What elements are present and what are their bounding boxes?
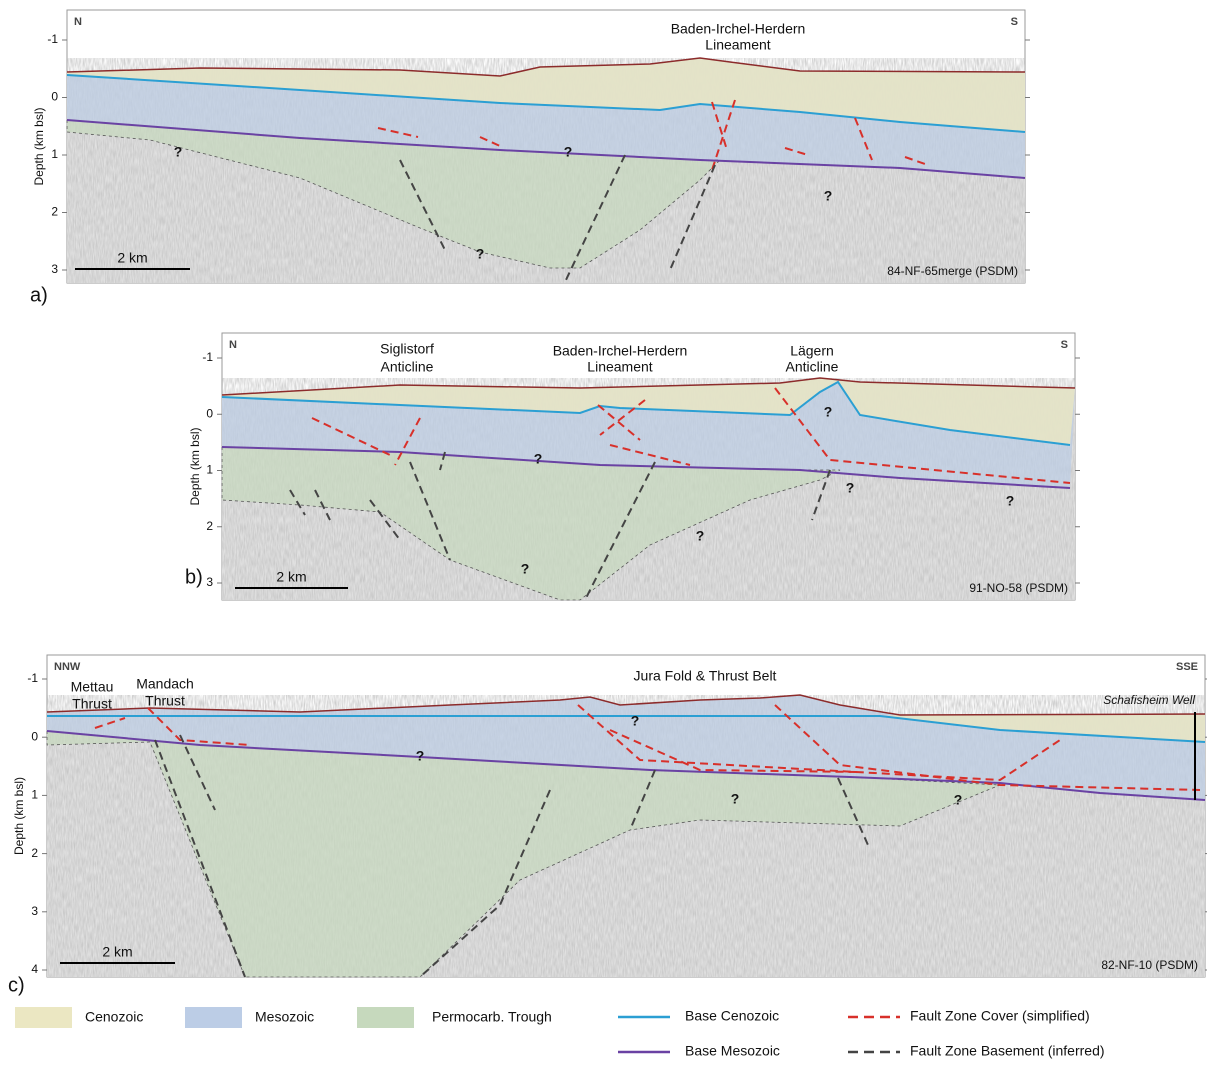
- y-tick-label: 2: [206, 519, 213, 533]
- y-tick-label: -1: [47, 32, 58, 46]
- legend-swatch: [15, 1007, 72, 1028]
- annotation: Mettau: [71, 679, 114, 695]
- unknown-marker: ?: [954, 792, 963, 808]
- legend-label: Cenozoic: [85, 1009, 143, 1025]
- legend-label: Permocarb. Trough: [432, 1009, 552, 1025]
- orientation-left: NNW: [54, 661, 81, 673]
- unknown-marker: ?: [174, 144, 183, 160]
- legend-label: Fault Zone Cover (simplified): [910, 1008, 1090, 1024]
- unknown-marker: ?: [696, 528, 705, 544]
- annotation: Anticline: [381, 359, 434, 375]
- y-tick-label: -1: [27, 671, 38, 685]
- seismic-panel: -1 0 1 2 3 Depth (km bsl) N S Siglistorf Anticlin…: [185, 333, 1080, 600]
- panel-label: b): [185, 566, 203, 588]
- y-axis-title: Depth (km bsl): [32, 107, 46, 185]
- annotation: Lineament: [587, 359, 652, 375]
- profile-name: 91-NO-58 (PSDM): [969, 581, 1068, 595]
- profile-name: 84-NF-65merge (PSDM): [887, 264, 1018, 278]
- seismic-panel: -1 0 1 2 3 Depth (km bsl) N S Baden-Irchel-Herde…: [30, 10, 1030, 306]
- orientation-right: S: [1011, 16, 1018, 28]
- y-tick-label: 2: [51, 205, 58, 219]
- y-tick-label: 0: [31, 729, 38, 743]
- y-tick-label: -1: [202, 350, 213, 364]
- y-tick-label: 0: [51, 90, 58, 104]
- legend: Cenozoic Mesozoic Permocarb. Trough Base Ce…: [15, 1007, 1105, 1059]
- figure: -1 0 1 2 3 Depth (km bsl) N S Baden-Irchel-Herde…: [0, 0, 1207, 1064]
- orientation-left: N: [74, 16, 82, 28]
- legend-label: Fault Zone Basement (inferred): [910, 1043, 1105, 1059]
- panel-label: a): [30, 284, 48, 306]
- unknown-marker: ?: [476, 246, 485, 262]
- unknown-marker: ?: [1006, 493, 1015, 509]
- scale-bar-label: 2 km: [117, 250, 147, 266]
- y-axis-title: Depth (km bsl): [188, 427, 202, 505]
- y-tick-label: 3: [206, 575, 213, 589]
- unknown-marker: ?: [731, 791, 740, 807]
- legend-label: Mesozoic: [255, 1009, 314, 1025]
- y-tick-label: 1: [206, 463, 213, 477]
- annotation: Lineament: [705, 37, 770, 53]
- legend-swatch: [185, 1007, 242, 1028]
- annotation: Lägern: [790, 343, 834, 359]
- y-tick-label: 0: [206, 406, 213, 420]
- y-tick-label: 3: [51, 262, 58, 276]
- unknown-marker: ?: [564, 144, 573, 160]
- orientation-right: SSE: [1176, 661, 1198, 673]
- annotation: Schafisheim Well: [1103, 693, 1195, 707]
- profile-name: 82-NF-10 (PSDM): [1101, 958, 1198, 972]
- scale-bar-label: 2 km: [276, 569, 306, 585]
- panel-label: c): [8, 974, 25, 996]
- annotation: Siglistorf: [380, 341, 434, 357]
- annotation: Thrust: [145, 693, 185, 709]
- annotation: Thrust: [72, 696, 112, 712]
- annotation: Mandach: [136, 676, 194, 692]
- y-tick-label: 3: [31, 904, 38, 918]
- y-tick-label: 1: [31, 788, 38, 802]
- annotation: Anticline: [786, 359, 839, 375]
- unknown-marker: ?: [631, 713, 640, 729]
- unknown-marker: ?: [521, 561, 530, 577]
- annotation: Baden-Irchel-Herdern: [553, 343, 688, 359]
- y-tick-label: 1: [51, 147, 58, 161]
- unknown-marker: ?: [534, 451, 543, 467]
- legend-swatch: [357, 1007, 414, 1028]
- unknown-marker: ?: [416, 748, 425, 764]
- y-axis-title: Depth (km bsl): [12, 777, 26, 855]
- legend-label: Base Mesozoic: [685, 1043, 780, 1059]
- y-tick-label: 4: [31, 962, 38, 976]
- scale-bar-label: 2 km: [102, 944, 132, 960]
- annotation: Jura Fold & Thrust Belt: [634, 668, 777, 684]
- y-tick-label: 2: [31, 846, 38, 860]
- orientation-left: N: [229, 339, 237, 351]
- orientation-right: S: [1061, 339, 1068, 351]
- unknown-marker: ?: [824, 404, 833, 420]
- annotation: Baden-Irchel-Herdern: [671, 21, 806, 37]
- unknown-marker: ?: [824, 188, 833, 204]
- unknown-marker: ?: [846, 480, 855, 496]
- legend-label: Base Cenozoic: [685, 1008, 779, 1024]
